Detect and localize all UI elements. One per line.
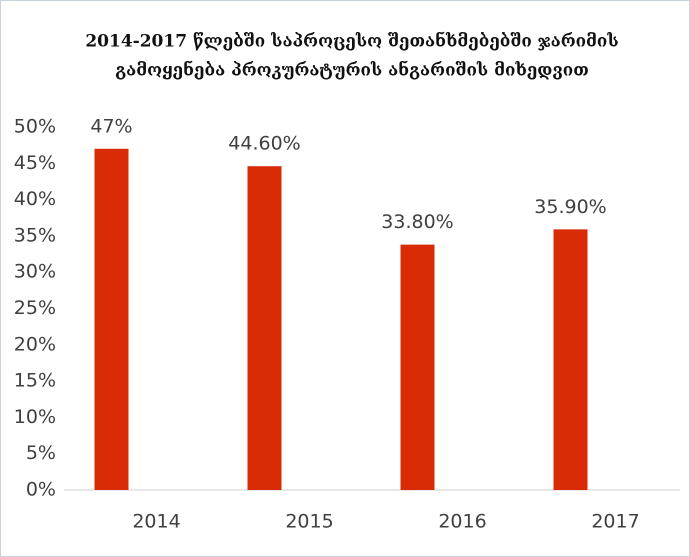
x-tick-label: 2017 <box>591 511 639 533</box>
bar <box>400 244 435 490</box>
data-label: 47% <box>90 115 132 137</box>
y-tick-label: 45% <box>14 152 56 174</box>
chart-title: 2014-2017 წლებში საპროცესო შეთანხმებებში… <box>85 31 618 52</box>
y-tick-label: 0% <box>26 479 56 501</box>
data-label: 35.90% <box>534 196 606 218</box>
y-tick-label: 50% <box>14 116 56 138</box>
bar <box>553 229 588 490</box>
y-tick-label: 40% <box>14 188 56 210</box>
y-tick-label: 10% <box>14 406 56 428</box>
y-tick-label: 5% <box>26 442 56 464</box>
y-tick-label: 25% <box>14 297 56 319</box>
bar <box>94 148 129 490</box>
x-tick-label: 2016 <box>438 511 486 533</box>
data-label: 33.80% <box>381 211 453 233</box>
x-tick-label: 2014 <box>132 511 180 533</box>
x-tick-label: 2015 <box>285 511 333 533</box>
y-tick-label: 15% <box>14 370 56 392</box>
y-tick-label: 35% <box>14 224 56 246</box>
y-tick-label: 20% <box>14 333 56 355</box>
y-tick-label: 30% <box>14 261 56 283</box>
chart-title: გამოყენება პროკურატურის ანგარიშის მიხედვ… <box>115 60 589 81</box>
bar <box>247 166 282 491</box>
data-label: 44.60% <box>228 133 300 155</box>
